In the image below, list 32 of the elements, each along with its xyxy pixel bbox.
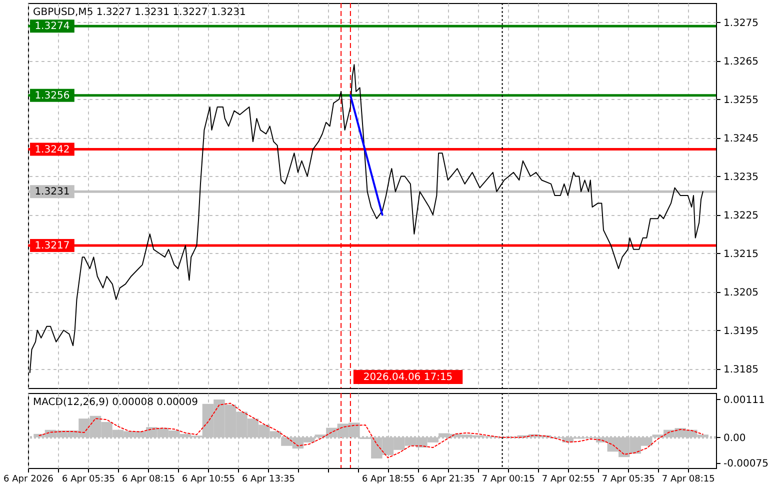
x-tick-label: 6 Apr 05:35 bbox=[62, 474, 115, 484]
x-tick-label: 7 Apr 05:35 bbox=[602, 474, 655, 484]
ref-line-label: 1.3274 bbox=[34, 21, 70, 32]
y-tick-label: 1.3215 bbox=[724, 248, 758, 260]
y-tick-label: 0.00111 bbox=[724, 394, 765, 406]
x-tick-label: 7 Apr 00:15 bbox=[482, 474, 535, 484]
ref-line-label: 1.3256 bbox=[34, 90, 70, 102]
x-tick-label: 6 Apr 08:15 bbox=[122, 474, 175, 484]
y-tick-label: 1.3265 bbox=[724, 56, 758, 68]
x-tick-label: 6 Apr 2026 bbox=[4, 474, 54, 484]
x-tick-label: 6 Apr 10:55 bbox=[182, 474, 235, 484]
y-tick-label: 1.3275 bbox=[724, 18, 758, 29]
x-tick-label: 6 Apr 13:35 bbox=[242, 474, 295, 484]
ref-line-label: 1.3231 bbox=[34, 186, 70, 198]
ref-line-label: 1.3217 bbox=[34, 240, 70, 252]
x-tick-label: 7 Apr 02:55 bbox=[542, 474, 595, 484]
x-tick-label: 6 Apr 21:35 bbox=[422, 474, 475, 484]
y-tick-label: 1.3235 bbox=[724, 172, 758, 183]
y-tick-label: 0.00 bbox=[724, 432, 746, 444]
chart-title: MACD(12,26,9) 0.00008 0.00009 bbox=[33, 397, 198, 408]
y-tick-label: 1.3225 bbox=[724, 210, 758, 222]
x-tick-label: 7 Apr 08:15 bbox=[662, 474, 715, 484]
ref-line-label: 2026.04.06 17:15 bbox=[363, 372, 453, 383]
chart-title: GBPUSD,M5 1.3227 1.3231 1.3227 1.3231 bbox=[33, 7, 246, 18]
y-tick-label: 1.3255 bbox=[724, 94, 758, 106]
y-tick-label: 1.3205 bbox=[724, 287, 758, 298]
y-tick-label: -0.00075 bbox=[724, 458, 768, 470]
y-tick-label: 1.3245 bbox=[724, 133, 758, 144]
y-tick-label: 1.3185 bbox=[724, 364, 758, 376]
y-tick-label: 1.3195 bbox=[724, 326, 758, 337]
ref-line-label: 1.3242 bbox=[34, 144, 70, 156]
x-tick-label: 6 Apr 18:55 bbox=[362, 474, 415, 484]
